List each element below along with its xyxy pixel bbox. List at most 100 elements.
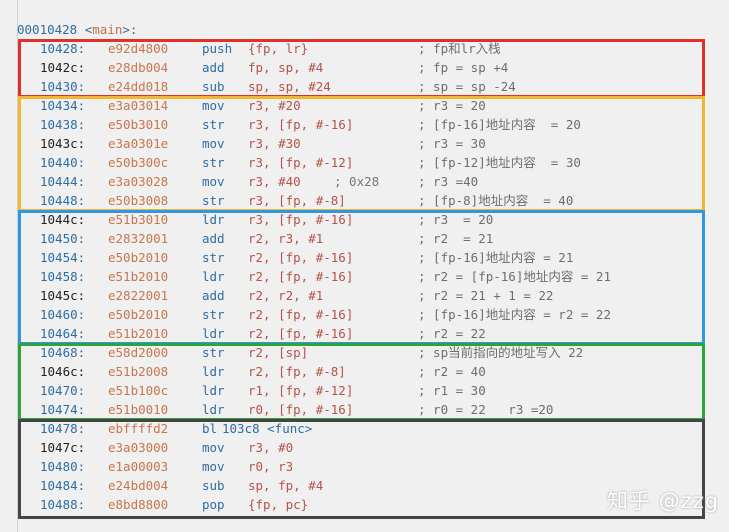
mnemonic: mov	[202, 459, 225, 474]
mnemonic: str	[202, 193, 225, 208]
instruction-address: 10450:	[40, 231, 86, 246]
operands: r3, #40	[248, 174, 301, 189]
instruction-row[interactable]: 1047c: e3a03000 mov r3, #0	[0, 438, 729, 457]
instruction-row[interactable]: 10440: e50b300c str r3, [fp, #-12] ; [fp-12]…	[0, 153, 729, 172]
instruction-row[interactable]: 10458: e51b2010 ldr r2, [fp, #-16] ; r2 = [f…	[0, 267, 729, 286]
instruction-row[interactable]: 10468: e58d2000 str r2, [sp] ; sp当前指向的地址写入 2…	[0, 343, 729, 362]
comment: ; [fp-12]地址内容 = 30	[418, 155, 581, 170]
instruction-address: 10480:	[40, 459, 86, 474]
instruction-address: 10464:	[40, 326, 86, 341]
operands: r3, #20	[248, 98, 301, 113]
comment: ; r2 = 21	[418, 231, 494, 246]
mnemonic: str	[202, 345, 225, 360]
instruction-row[interactable]: 1046c: e51b2008 ldr r2, [fp, #-8] ; r2 = 40	[0, 362, 729, 381]
mnemonic: mov	[202, 174, 225, 189]
comment: ; r1 = 30	[418, 383, 486, 398]
comment: ; r3 = 30	[418, 136, 486, 151]
operands: {fp, pc}	[248, 497, 309, 512]
operands: r2, [fp, #-16]	[248, 326, 354, 341]
operands: r2, [fp, #-16]	[248, 307, 354, 322]
instruction-row[interactable]: 10444: e3a03028 mov r3, #40 ; 0x28 ; r3 =40	[0, 172, 729, 191]
instruction-row[interactable]: 1045c: e2822001 add r2, r2, #1 ; r2 = 21 + 1…	[0, 286, 729, 305]
mnemonic: ldr	[202, 402, 225, 417]
operands: fp, sp, #4	[248, 60, 324, 75]
instruction-row[interactable]: 10438: e50b3010 str r3, [fp, #-16] ; [fp-16]…	[0, 115, 729, 134]
instruction-row[interactable]: 10454: e50b2010 str r2, [fp, #-16] ; [fp-16]…	[0, 248, 729, 267]
instruction-address: 1042c:	[40, 60, 86, 75]
mnemonic: str	[202, 155, 225, 170]
instruction-row[interactable]: 10428: e92d4800 push {fp, lr} ; fp和lr入栈	[0, 39, 729, 58]
mnemonic: pop	[202, 497, 225, 512]
comment: ; [fp-8]地址内容 = 40	[418, 193, 574, 208]
machine-code: e51b2010	[108, 269, 169, 284]
comment: ; r3 = 20	[418, 212, 494, 227]
mnemonic: ldr	[202, 383, 225, 398]
machine-code: e24bd004	[108, 478, 169, 493]
instruction-address: 10488:	[40, 497, 86, 512]
machine-code: e28db004	[108, 60, 169, 75]
operands: r2, r3, #1	[248, 231, 324, 246]
mnemonic: ldr	[202, 326, 225, 341]
instruction-address: 10438:	[40, 117, 86, 132]
instruction-row[interactable]: 10460: e50b2010 str r2, [fp, #-16] ; [fp-16]…	[0, 305, 729, 324]
comment: ; [fp-16]地址内容 = 20	[418, 117, 581, 132]
instruction-row[interactable]: 10434: e3a03014 mov r3, #20 ; r3 = 20	[0, 96, 729, 115]
machine-code: e3a03014	[108, 98, 169, 113]
comment: ; [fp-16]地址内容 = 21	[418, 250, 574, 265]
mnemonic: ldr	[202, 364, 225, 379]
editor-gutter-line	[17, 0, 18, 532]
comment: ; [fp-16]地址内容 = r2 = 22	[418, 307, 611, 322]
mnemonic: ldr	[202, 212, 225, 227]
instruction-address: 10470:	[40, 383, 86, 398]
machine-code: e50b2010	[108, 250, 169, 265]
machine-code: ebffffd2	[108, 421, 169, 436]
instruction-row[interactable]: 1042c: e28db004 add fp, sp, #4 ; fp = sp +4	[0, 58, 729, 77]
instruction-row[interactable]: 1044c: e51b3010 ldr r3, [fp, #-16] ; r3 = 20	[0, 210, 729, 229]
instruction-row[interactable]: 10488: e8bd8800 pop {fp, pc}	[0, 495, 729, 514]
machine-code: e8bd8800	[108, 497, 169, 512]
machine-code: e3a03028	[108, 174, 169, 189]
instruction-address: 10460:	[40, 307, 86, 322]
instruction-address: 10430:	[40, 79, 86, 94]
instruction-row[interactable]: 10478: ebffffd2 bl 103c8 <func>	[0, 419, 729, 438]
instruction-row[interactable]: 10430: e24dd018 sub sp, sp, #24 ; sp = sp -2…	[0, 77, 729, 96]
instruction-row[interactable]: 10470: e51b100c ldr r1, [fp, #-12] ; r1 = 30	[0, 381, 729, 400]
instruction-row[interactable]: 1043c: e3a0301e mov r3, #30 ; r3 = 30	[0, 134, 729, 153]
instruction-address: 10484:	[40, 478, 86, 493]
comment: ; r2 = 21 + 1 = 22	[418, 288, 554, 303]
instruction-address: 10454:	[40, 250, 86, 265]
instruction-row[interactable]: 10480: e1a00003 mov r0, r3	[0, 457, 729, 476]
instruction-address: 10428:	[40, 41, 86, 56]
machine-code: e2822001	[108, 288, 169, 303]
instruction-address: 1044c:	[40, 212, 86, 227]
machine-code: e3a03000	[108, 440, 169, 455]
operands: r3, [fp, #-12]	[248, 155, 354, 170]
operands: r2, r2, #1	[248, 288, 324, 303]
mnemonic: add	[202, 231, 225, 246]
mnemonic: push	[202, 41, 233, 56]
machine-code: e92d4800	[108, 41, 169, 56]
instruction-address: 10444:	[40, 174, 86, 189]
instruction-address: 1047c:	[40, 440, 86, 455]
mnemonic: str	[202, 250, 225, 265]
comment: ; sp = sp -24	[418, 79, 516, 94]
instruction-row[interactable]: 10484: e24bd004 sub sp, fp, #4	[0, 476, 729, 495]
instruction-address: 10468:	[40, 345, 86, 360]
comment: ; r0 = 22 r3 =20	[418, 402, 554, 417]
operands: r3, [fp, #-8]	[248, 193, 346, 208]
mnemonic: str	[202, 307, 225, 322]
operands: sp, sp, #24	[248, 79, 331, 94]
machine-code: e51b2010	[108, 326, 169, 341]
machine-code: e51b3010	[108, 212, 169, 227]
machine-code: e51b2008	[108, 364, 169, 379]
instruction-row[interactable]: 10464: e51b2010 ldr r2, [fp, #-16] ; r2 = 22	[0, 324, 729, 343]
operands: r3, #0	[248, 440, 294, 455]
mnemonic: sub	[202, 478, 225, 493]
instruction-row[interactable]: 10474: e51b0010 ldr r0, [fp, #-16] ; r0 = 22…	[0, 400, 729, 419]
machine-code: e24dd018	[108, 79, 169, 94]
machine-code: e58d2000	[108, 345, 169, 360]
instruction-row[interactable]: 10448: e50b3008 str r3, [fp, #-8] ; [fp-8]地址…	[0, 191, 729, 210]
inline-note: ; 0x28	[334, 174, 380, 189]
instruction-row[interactable]: 10450: e2832001 add r2, r3, #1 ; r2 = 21	[0, 229, 729, 248]
mnemonic: bl	[202, 421, 218, 436]
